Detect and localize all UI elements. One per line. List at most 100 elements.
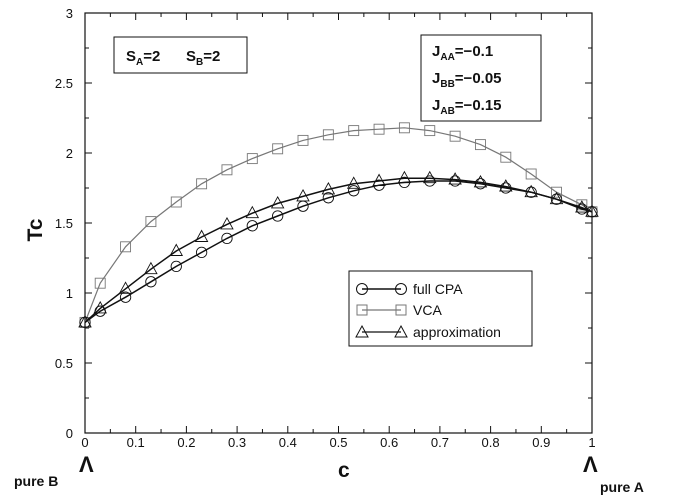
data-point-full-cpa [474,178,487,190]
coupling-box-frame [420,34,542,122]
y-tick-label: 3 [66,6,73,21]
data-point-full-cpa [195,246,208,259]
data-point-approximation [78,314,92,328]
data-point-approximation [575,200,589,213]
data-point-full-cpa [449,175,461,187]
x-tick-label: 0.7 [431,435,449,450]
j-aa-label: JAA=−0.1 [432,43,493,63]
data-point-approximation [118,281,133,294]
data-series [78,122,599,329]
data-point-full-cpa [297,200,309,212]
data-point-approximation [473,174,488,188]
data-point-vca [373,123,385,135]
data-point-vca [398,122,410,134]
legend-entry-full-cpa: full CPA [356,281,463,297]
legend: full CPA VCA approximation [348,270,533,347]
axis-ticks: 0 0.1 0.2 0.3 0.4 0.5 0.6 0.7 0.8 0.9 1 0 0.5 1 1.5 2 2.… [55,6,596,450]
x-tick-label: 0.5 [329,435,347,450]
data-point-vca [297,134,309,146]
data-point-full-cpa [272,210,284,222]
spin-a-label: SA=2 [126,48,160,68]
legend-label-approximation: approximation [413,324,501,340]
data-point-vca [272,143,284,155]
data-point-full-cpa [145,276,157,288]
data-point-vca [449,130,461,142]
data-point-vca [424,125,436,137]
data-point-full-cpa [373,179,385,191]
data-point-approximation [321,181,336,195]
data-point-vca [145,216,157,228]
y-tick-label: 0.5 [55,356,73,371]
data-point-approximation [346,176,361,189]
data-point-approximation [270,195,285,209]
legend-circle-marker [395,283,407,295]
j-ab-label: JAB=−0.15 [432,97,502,117]
data-point-vca [246,153,258,165]
x-tick-label: 0.4 [279,435,297,450]
data-point-vca [551,186,562,198]
data-point-approximation [448,172,462,185]
pure-a-marker: Λ [583,452,598,477]
data-point-full-cpa [398,176,411,189]
data-point-vca [221,164,233,176]
data-point-full-cpa [94,305,106,317]
data-point-full-cpa [576,203,588,215]
data-point-full-cpa [586,206,598,218]
data-point-vca [475,139,486,151]
series-line-vca [84,127,593,323]
data-point-full-cpa [550,193,563,205]
x-tick-label: 0 [81,435,88,450]
spin-box-frame [113,36,248,74]
x-tick-label: 0.2 [177,435,195,450]
data-point-vca [170,196,182,208]
pure-b-label: pure B [14,473,58,489]
data-point-full-cpa [119,291,132,303]
pure-a-label: pure A [600,479,644,495]
legend-triangle-marker [355,324,369,338]
series-full-cpa [79,175,598,329]
legend-square-marker [356,304,368,316]
series-vca [79,122,598,328]
y-axis-label: Tc [24,218,47,241]
x-tick-label: 0.3 [228,435,246,450]
data-point-approximation [245,205,260,219]
x-tick-label: 0.9 [532,435,550,450]
legend-frame [348,270,533,347]
y-tick-label: 2.5 [55,76,73,91]
data-point-vca [500,151,512,163]
legend-circle-marker [356,283,368,295]
x-tick-label: 0.6 [380,435,398,450]
x-tick-label: 0.8 [482,435,500,450]
data-point-full-cpa [348,185,360,197]
data-point-full-cpa [246,220,258,232]
data-point-full-cpa [424,175,436,187]
spin-b-label: SB=2 [186,48,220,68]
j-bb-label: JBB=−0.05 [432,70,502,90]
legend-triangle-marker [394,324,408,338]
data-point-vca [196,178,208,190]
data-point-approximation [220,216,234,230]
data-point-full-cpa [322,192,335,204]
y-tick-label: 0 [66,426,73,441]
data-point-approximation [144,261,158,275]
spin-annotation-box: SA=2 SB=2 [113,36,248,74]
data-point-vca [525,168,537,180]
y-tick-label: 1 [66,286,73,301]
data-point-vca [576,199,588,211]
data-point-vca [120,241,132,253]
legend-square-marker [395,304,407,316]
data-point-full-cpa [170,260,182,273]
data-point-approximation [194,229,209,242]
x-tick-label: 0.1 [127,435,145,450]
series-line-full-cpa [84,180,593,324]
x-axis-label: c [338,459,350,482]
data-point-approximation [499,179,513,192]
pure-b-marker: Λ [79,452,94,477]
y-tick-label: 2 [66,146,73,161]
data-point-full-cpa [221,232,233,245]
legend-label-vca: VCA [413,302,442,318]
data-point-full-cpa [525,186,537,198]
legend-entry-approximation: approximation [355,324,501,340]
legend-label-full-cpa: full CPA [413,281,463,297]
data-point-full-cpa [79,316,91,329]
